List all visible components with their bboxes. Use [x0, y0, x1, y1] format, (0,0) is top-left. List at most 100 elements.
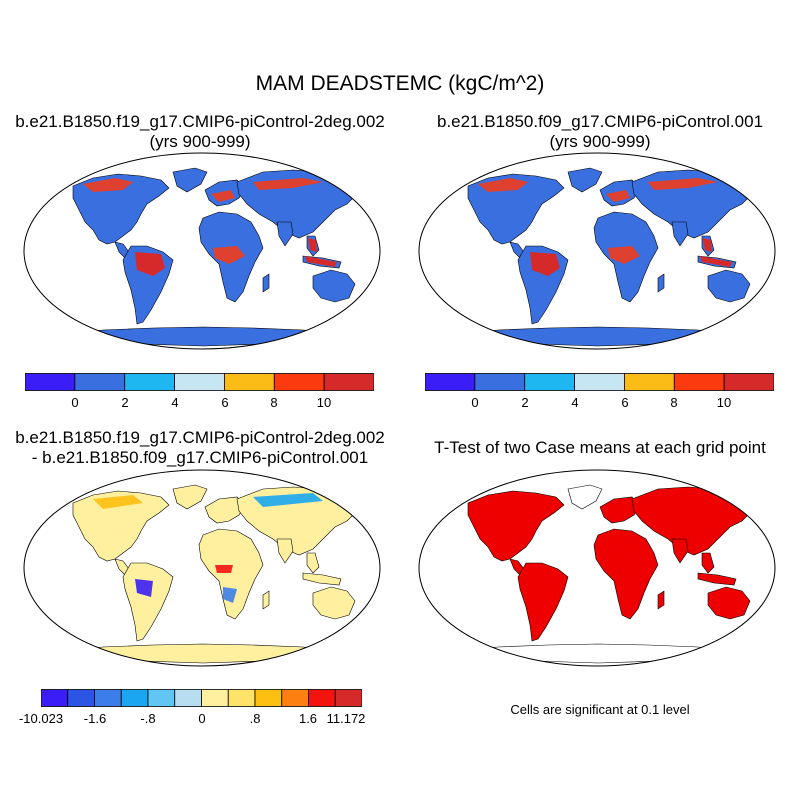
continent-indonesia	[697, 572, 737, 586]
map-outline	[23, 469, 381, 667]
colorbar-swatch	[224, 373, 275, 391]
continent-greenland	[172, 167, 208, 193]
elevated-value-region	[253, 178, 323, 190]
colorbar-swatch	[524, 373, 575, 391]
cbar1-tick-2: 4	[171, 395, 179, 410]
map-panel-3	[23, 469, 381, 667]
colorbar-swatch	[308, 689, 336, 707]
panel-3-title: b.e21.B1850.f19_g17.CMIP6-piControl-2deg…	[0, 428, 400, 468]
cbar2-tick-2: 4	[571, 395, 579, 410]
continent-india	[276, 538, 294, 564]
continent-south-america	[517, 562, 569, 642]
elevated-value-region	[478, 178, 528, 192]
colorbar-panel-1	[25, 373, 374, 391]
colorbar-swatch	[201, 689, 229, 707]
colorbar-swatch	[474, 373, 526, 391]
panel-2-title-line2: (yrs 900-999)	[549, 132, 651, 151]
continent-australia	[312, 586, 356, 620]
elevated-value-region	[211, 190, 235, 202]
continent-madagascar	[657, 590, 665, 610]
colorbar-swatch	[323, 373, 374, 391]
colorbar-swatch	[281, 689, 309, 707]
cbar2-tick-3: 6	[621, 395, 629, 410]
continent-australia	[707, 586, 751, 620]
colorbar-swatch	[723, 373, 774, 391]
continent-greenland	[567, 167, 603, 193]
elevated-value-region	[83, 178, 133, 192]
colorbar-panel-3	[41, 689, 362, 707]
elevated-value-region	[606, 190, 630, 202]
cbar1-tick-4: 8	[270, 395, 278, 410]
continent-madagascar	[262, 273, 270, 293]
continent-india	[671, 538, 689, 564]
continent-madagascar	[657, 273, 665, 293]
map-outline	[23, 152, 381, 350]
cbar3-tick-4: .8	[249, 711, 261, 726]
continent-india	[671, 221, 689, 247]
panel-4-title: T-Test of two Case means at each grid po…	[400, 438, 800, 458]
map-panel-2	[418, 152, 776, 350]
colorbar-swatch	[120, 689, 149, 707]
colorbar-swatch	[254, 689, 283, 707]
colorbar-swatch	[174, 689, 202, 707]
continent-madagascar	[262, 590, 270, 610]
high-value-region	[135, 252, 165, 276]
figure-title: MAM DEADSTEMC (kgC/m^2)	[255, 72, 545, 95]
panel-1-title-line2: (yrs 900-999)	[149, 132, 251, 151]
colorbar-swatch	[67, 689, 95, 707]
continent-north-america	[467, 490, 565, 562]
colorbar-swatch	[124, 373, 175, 391]
high-value-region	[530, 252, 560, 276]
cbar3-tick-1: -1.6	[83, 711, 107, 726]
colorbar-swatch	[94, 689, 122, 707]
panel-1-title: b.e21.B1850.f19_g17.CMIP6-piControl-2deg…	[0, 112, 400, 152]
high-value-region	[305, 256, 337, 267]
difference-region	[253, 493, 323, 507]
cbar2-tick-4: 8	[670, 395, 678, 410]
continent-australia	[707, 269, 751, 303]
continent-antarctica	[61, 326, 345, 347]
difference-region	[135, 579, 153, 597]
cbar3-tick-6: 11.172	[326, 711, 366, 726]
continent-indonesia	[302, 572, 342, 586]
elevated-value-region	[648, 178, 718, 190]
colorbar-swatch	[147, 689, 176, 707]
colorbar-swatch	[425, 373, 476, 391]
panel-4-title-line1: T-Test of two Case means at each grid po…	[434, 438, 766, 457]
continent-greenland	[567, 484, 603, 510]
cbar1-tick-0: 0	[71, 395, 79, 410]
colorbar-swatch	[227, 689, 256, 707]
continent-new-zealand	[360, 297, 370, 313]
significance-note: Cells are significant at 0.1 level	[510, 702, 690, 717]
colorbar-swatch	[74, 373, 126, 391]
continent-europe	[204, 496, 246, 524]
continent-new-zealand	[360, 614, 370, 630]
cbar2-tick-0: 0	[471, 395, 479, 410]
map-outline	[418, 469, 776, 667]
continent-antarctica	[61, 643, 345, 664]
map-panel-4	[418, 469, 776, 667]
high-value-region	[308, 238, 317, 252]
continent-se-asia	[701, 552, 715, 574]
elevated-value-region	[213, 246, 245, 264]
difference-region	[93, 495, 143, 509]
cbar1-tick-5: 10	[316, 395, 332, 410]
cbar2-tick-1: 2	[521, 395, 529, 410]
cbar1-tick-3: 6	[221, 395, 229, 410]
colorbar-swatch	[574, 373, 625, 391]
continent-africa	[198, 528, 264, 620]
colorbar-swatch	[25, 373, 76, 391]
continent-greenland	[172, 484, 208, 510]
cbar3-tick-3: 0	[198, 711, 206, 726]
colorbar-swatch	[673, 373, 725, 391]
continent-africa	[593, 528, 659, 620]
continent-se-asia	[306, 552, 320, 574]
panel-1-title-line1: b.e21.B1850.f19_g17.CMIP6-piControl-2deg…	[15, 112, 385, 131]
panel-2-title-line1: b.e21.B1850.f09_g17.CMIP6-piControl.001	[436, 112, 764, 131]
continent-new-zealand	[755, 297, 765, 313]
cbar2-tick-5: 10	[716, 395, 732, 410]
continent-new-zealand	[755, 614, 765, 630]
high-value-region	[700, 256, 732, 267]
difference-region	[215, 565, 233, 573]
map-panel-1	[23, 152, 381, 350]
